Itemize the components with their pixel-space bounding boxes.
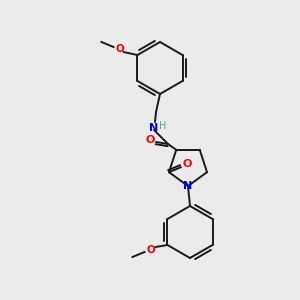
Text: O: O: [146, 245, 155, 255]
Text: N: N: [149, 123, 159, 133]
Text: O: O: [115, 44, 124, 54]
Text: O: O: [182, 159, 192, 169]
Text: O: O: [145, 135, 155, 145]
Text: H: H: [159, 121, 167, 131]
Text: N: N: [183, 181, 193, 191]
